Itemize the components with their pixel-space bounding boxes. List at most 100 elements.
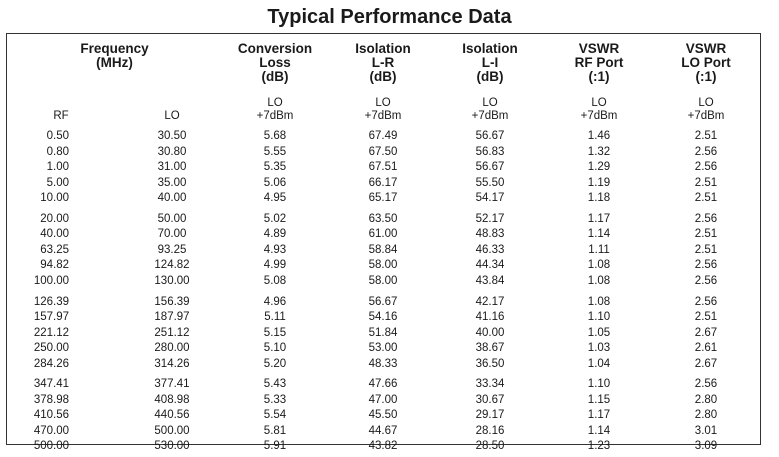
cell-rf: 40.00	[40, 228, 69, 241]
cell-vswr-lo: 2.61	[694, 342, 718, 355]
cell-conversion-loss: 4.89	[263, 228, 287, 241]
header-isolation-li: Isolation L-I (dB)	[462, 41, 518, 84]
cell-isolation-li: 28.16	[475, 424, 505, 437]
performance-table: Frequency (MHz) Conversion Loss (dB) Iso…	[6, 33, 761, 452]
cell-vswr-lo: 2.56	[694, 259, 718, 272]
cell-conversion-loss: 5.20	[263, 357, 287, 370]
subheader-isolation-lr: LO +7dBm	[364, 97, 402, 122]
cell-isolation-lr: 56.67	[368, 295, 398, 308]
cell-conversion-loss: 5.91	[263, 440, 287, 453]
cell-rf: 500.00	[33, 440, 69, 453]
cell-isolation-li: 40.00	[475, 326, 505, 339]
cell-vswr-rf: 1.08	[587, 295, 611, 308]
cell-isolation-lr: 48.33	[368, 357, 398, 370]
cell-isolation-lr: 47.66	[368, 378, 398, 391]
cell-vswr-lo: 2.67	[694, 357, 718, 370]
header-frequency: Frequency (MHz)	[80, 41, 149, 70]
cell-rf: 470.00	[33, 424, 69, 437]
cell-isolation-lr: 47.00	[368, 393, 398, 406]
cell-isolation-lr: 54.16	[368, 311, 398, 324]
subheader-conversion-loss: LO +7dBm	[256, 97, 294, 122]
subheader-vswr-lo: LO +7dBm	[687, 97, 725, 122]
cell-conversion-loss: 5.43	[263, 378, 287, 391]
cell-isolation-li: 42.17	[475, 295, 505, 308]
cell-vswr-lo: 2.56	[694, 378, 718, 391]
cell-lo: 124.82	[154, 259, 190, 272]
cell-vswr-rf: 1.46	[587, 130, 611, 142]
cell-rf: 10.00	[40, 192, 69, 205]
cell-rf: 221.12	[33, 326, 69, 339]
cell-lo: 93.25	[157, 243, 187, 256]
cell-vswr-lo: 3.09	[694, 440, 718, 453]
cell-vswr-rf: 1.03	[587, 342, 611, 355]
cell-vswr-rf: 1.05	[587, 326, 611, 339]
cell-lo: 251.12	[154, 326, 190, 339]
cell-isolation-lr: 58.00	[368, 259, 398, 272]
cell-isolation-lr: 58.00	[368, 275, 398, 287]
cell-vswr-lo: 2.51	[694, 243, 718, 256]
cell-rf: 410.56	[33, 409, 69, 422]
cell-vswr-rf: 1.04	[587, 357, 611, 370]
cell-vswr-lo: 2.56	[694, 145, 718, 158]
cell-isolation-li: 43.84	[475, 275, 505, 287]
cell-isolation-li: 48.83	[475, 228, 505, 241]
cell-vswr-lo: 2.67	[694, 326, 718, 339]
cell-vswr-lo: 2.51	[694, 130, 718, 142]
cell-lo: 408.98	[154, 393, 190, 406]
cell-isolation-li: 38.67	[475, 342, 505, 355]
cell-conversion-loss: 5.10	[263, 342, 287, 355]
cell-rf: 250.00	[33, 342, 69, 355]
cell-vswr-rf: 1.32	[587, 145, 611, 158]
header-conversion-loss: Conversion Loss (dB)	[237, 41, 313, 84]
cell-vswr-lo: 2.56	[694, 161, 718, 174]
cell-isolation-li: 55.50	[475, 176, 505, 189]
cell-conversion-loss: 5.06	[263, 176, 287, 189]
cell-rf: 378.98	[33, 393, 69, 406]
cell-vswr-lo: 2.51	[694, 311, 718, 324]
cell-rf: 284.26	[33, 357, 69, 370]
cell-isolation-li: 52.17	[475, 212, 505, 225]
cell-lo: 377.41	[154, 378, 190, 391]
subheader-isolation-li: LO +7dBm	[471, 97, 509, 122]
cell-isolation-lr: 67.51	[368, 161, 398, 174]
cell-conversion-loss: 5.81	[263, 424, 287, 437]
subheader-rf: RF	[53, 110, 69, 122]
cell-conversion-loss: 5.55	[263, 145, 287, 158]
cell-rf: 0.80	[46, 145, 69, 158]
cell-rf: 126.39	[33, 295, 69, 308]
subheader-lo: LO	[164, 110, 180, 122]
cell-conversion-loss: 5.33	[263, 393, 287, 406]
cell-vswr-rf: 1.08	[587, 259, 611, 272]
header-isolation-lr: Isolation L-R (dB)	[355, 41, 411, 84]
cell-isolation-lr: 45.50	[368, 409, 398, 422]
cell-vswr-lo: 2.56	[694, 295, 718, 308]
cell-rf: 347.41	[33, 378, 69, 391]
cell-lo: 500.00	[154, 424, 190, 437]
cell-rf: 0.50	[46, 130, 69, 142]
cell-conversion-loss: 4.95	[263, 192, 287, 205]
cell-vswr-rf: 1.10	[587, 378, 611, 391]
cell-lo: 30.80	[157, 145, 187, 158]
cell-vswr-rf: 1.23	[587, 440, 611, 453]
cell-rf: 5.00	[46, 176, 69, 189]
cell-conversion-loss: 5.54	[263, 409, 287, 422]
cell-conversion-loss: 5.11	[264, 311, 286, 324]
cell-lo: 40.00	[157, 192, 187, 205]
cell-rf: 100.00	[33, 275, 69, 287]
table-title: Typical Performance Data	[267, 6, 512, 28]
cell-lo: 31.00	[157, 161, 187, 174]
cell-rf: 63.25	[40, 243, 69, 256]
cell-vswr-lo: 2.51	[694, 192, 718, 205]
header-vswr-lo: VSWR LO Port (:1)	[681, 41, 731, 84]
cell-vswr-lo: 3.01	[694, 424, 718, 437]
header-vswr-rf: VSWR RF Port (:1)	[574, 41, 624, 84]
cell-isolation-lr: 43.82	[368, 440, 398, 453]
cell-vswr-rf: 1.10	[587, 311, 611, 324]
cell-isolation-li: 33.34	[475, 378, 505, 391]
cell-isolation-li: 56.83	[475, 145, 505, 158]
cell-vswr-lo: 2.80	[694, 409, 718, 422]
cell-vswr-rf: 1.18	[587, 192, 611, 205]
cell-vswr-rf: 1.08	[587, 275, 611, 287]
cell-isolation-li: 30.67	[475, 393, 505, 406]
cell-rf: 157.97	[33, 311, 69, 324]
